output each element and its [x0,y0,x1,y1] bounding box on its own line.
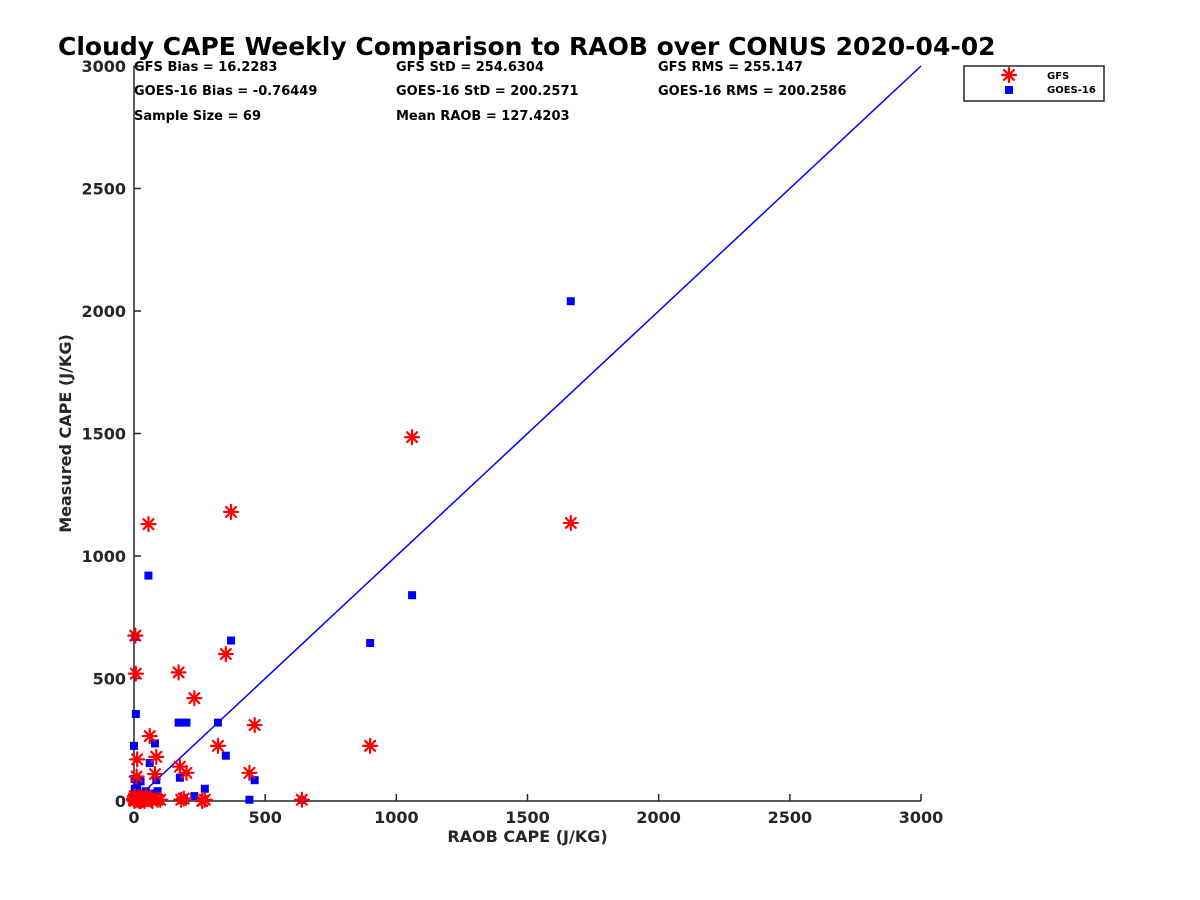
goes16-point [152,776,161,785]
goes16-point [566,297,575,306]
chart-title: Cloudy CAPE Weekly Comparison to RAOB ov… [58,32,996,61]
gfs-point [128,768,145,785]
legend: GFS GOES-16 [963,65,1105,102]
y-tick-label: 500 [93,670,126,689]
gfs-point [141,727,158,745]
mean-raob-stat: Mean RAOB = 127.4203 [396,109,570,124]
y-tick-label: 3000 [81,57,126,76]
gfs-point [403,429,421,446]
goes16-series [130,297,575,805]
stats-block: GFS Bias = 16.2283 GFS StD = 254.6304 GF… [134,60,847,124]
gfs-point [144,792,161,810]
sample-size-stat: Sample Size = 69 [134,109,261,124]
goes16-point [200,784,209,793]
gfs-point [562,514,579,532]
x-tick-label: 500 [248,808,281,827]
goes16-bias-stat: GOES-16 Bias = -0.76449 [134,84,317,99]
gfs-point [293,791,310,808]
gfs-point [222,503,240,521]
goes16-point [144,571,153,580]
goes16-point [153,787,162,796]
gfs-point [246,716,263,734]
y-tick-label: 1500 [81,425,126,444]
goes16-point [177,718,186,727]
one-to-one-line [133,65,922,802]
goes16-point [227,636,236,645]
goes16-rms-stat: GOES-16 RMS = 200.2586 [658,84,847,99]
gfs-point [362,737,379,754]
x-tick-label: 1000 [374,808,419,827]
goes16-std-stat: GOES-16 StD = 200.2571 [396,84,579,99]
y-tick-label: 1000 [81,547,126,566]
gfs-series [125,429,579,810]
legend-gfs-asterisk [1000,66,1018,84]
gfs-point [171,758,189,775]
goes16-point [408,591,417,600]
x-axis-label: RAOB CAPE (J/KG) [447,827,607,846]
goes16-point [213,718,222,727]
gfs-point [175,790,192,807]
goes16-point [131,710,140,719]
goes16-point [190,792,199,801]
y-tick-label: 0 [115,792,126,811]
gfs-point [194,792,211,810]
gfs-point [209,737,227,754]
gfs-point [127,627,144,644]
goes16-point [245,795,254,804]
gfs-point [127,665,144,682]
gfs-bias-stat: GFS Bias = 16.2283 [134,60,277,75]
goes16-point [366,638,375,647]
goes16-point [182,718,191,727]
gfs-point [170,664,187,681]
gfs-point [241,764,258,781]
goes16-point [221,751,230,760]
goes16-point [130,741,138,750]
goes16-point [150,739,159,748]
x-tick-label: 2000 [636,808,681,827]
gfs-rms-stat: GFS RMS = 255.147 [658,60,803,75]
legend-goes16-label: GOES-16 [1047,85,1096,96]
gfs-point [152,791,169,808]
goes16-point [145,759,154,768]
goes16-point [175,773,184,782]
x-ticks: 0 500 1000 1500 2000 2500 3000 [128,794,943,827]
x-tick-label: 2500 [768,808,813,827]
x-tick-label: 3000 [899,808,944,827]
legend-box [963,65,1105,102]
gfs-std-stat: GFS StD = 254.6304 [396,60,544,75]
gfs-point [140,516,157,533]
gfs-point [146,765,164,783]
y-axis-label: Measured CAPE (J/KG) [56,334,75,533]
y-tick-label: 2500 [81,180,126,199]
gfs-point [178,764,195,781]
legend-gfs-label: GFS [1047,71,1069,82]
legend-goes16-marker [1005,86,1013,94]
gfs-point [217,645,234,663]
y-ticks: 0 500 1000 1500 2000 2500 3000 [81,57,141,811]
gfs-point [148,748,165,766]
gfs-point [186,689,203,707]
gfs-point [129,751,146,768]
legend-gfs-marker [1000,66,1018,84]
y-tick-label: 2000 [81,302,126,321]
x-tick-label: 1500 [505,808,550,827]
x-tick-label: 0 [128,808,139,827]
goes16-point [250,776,259,785]
